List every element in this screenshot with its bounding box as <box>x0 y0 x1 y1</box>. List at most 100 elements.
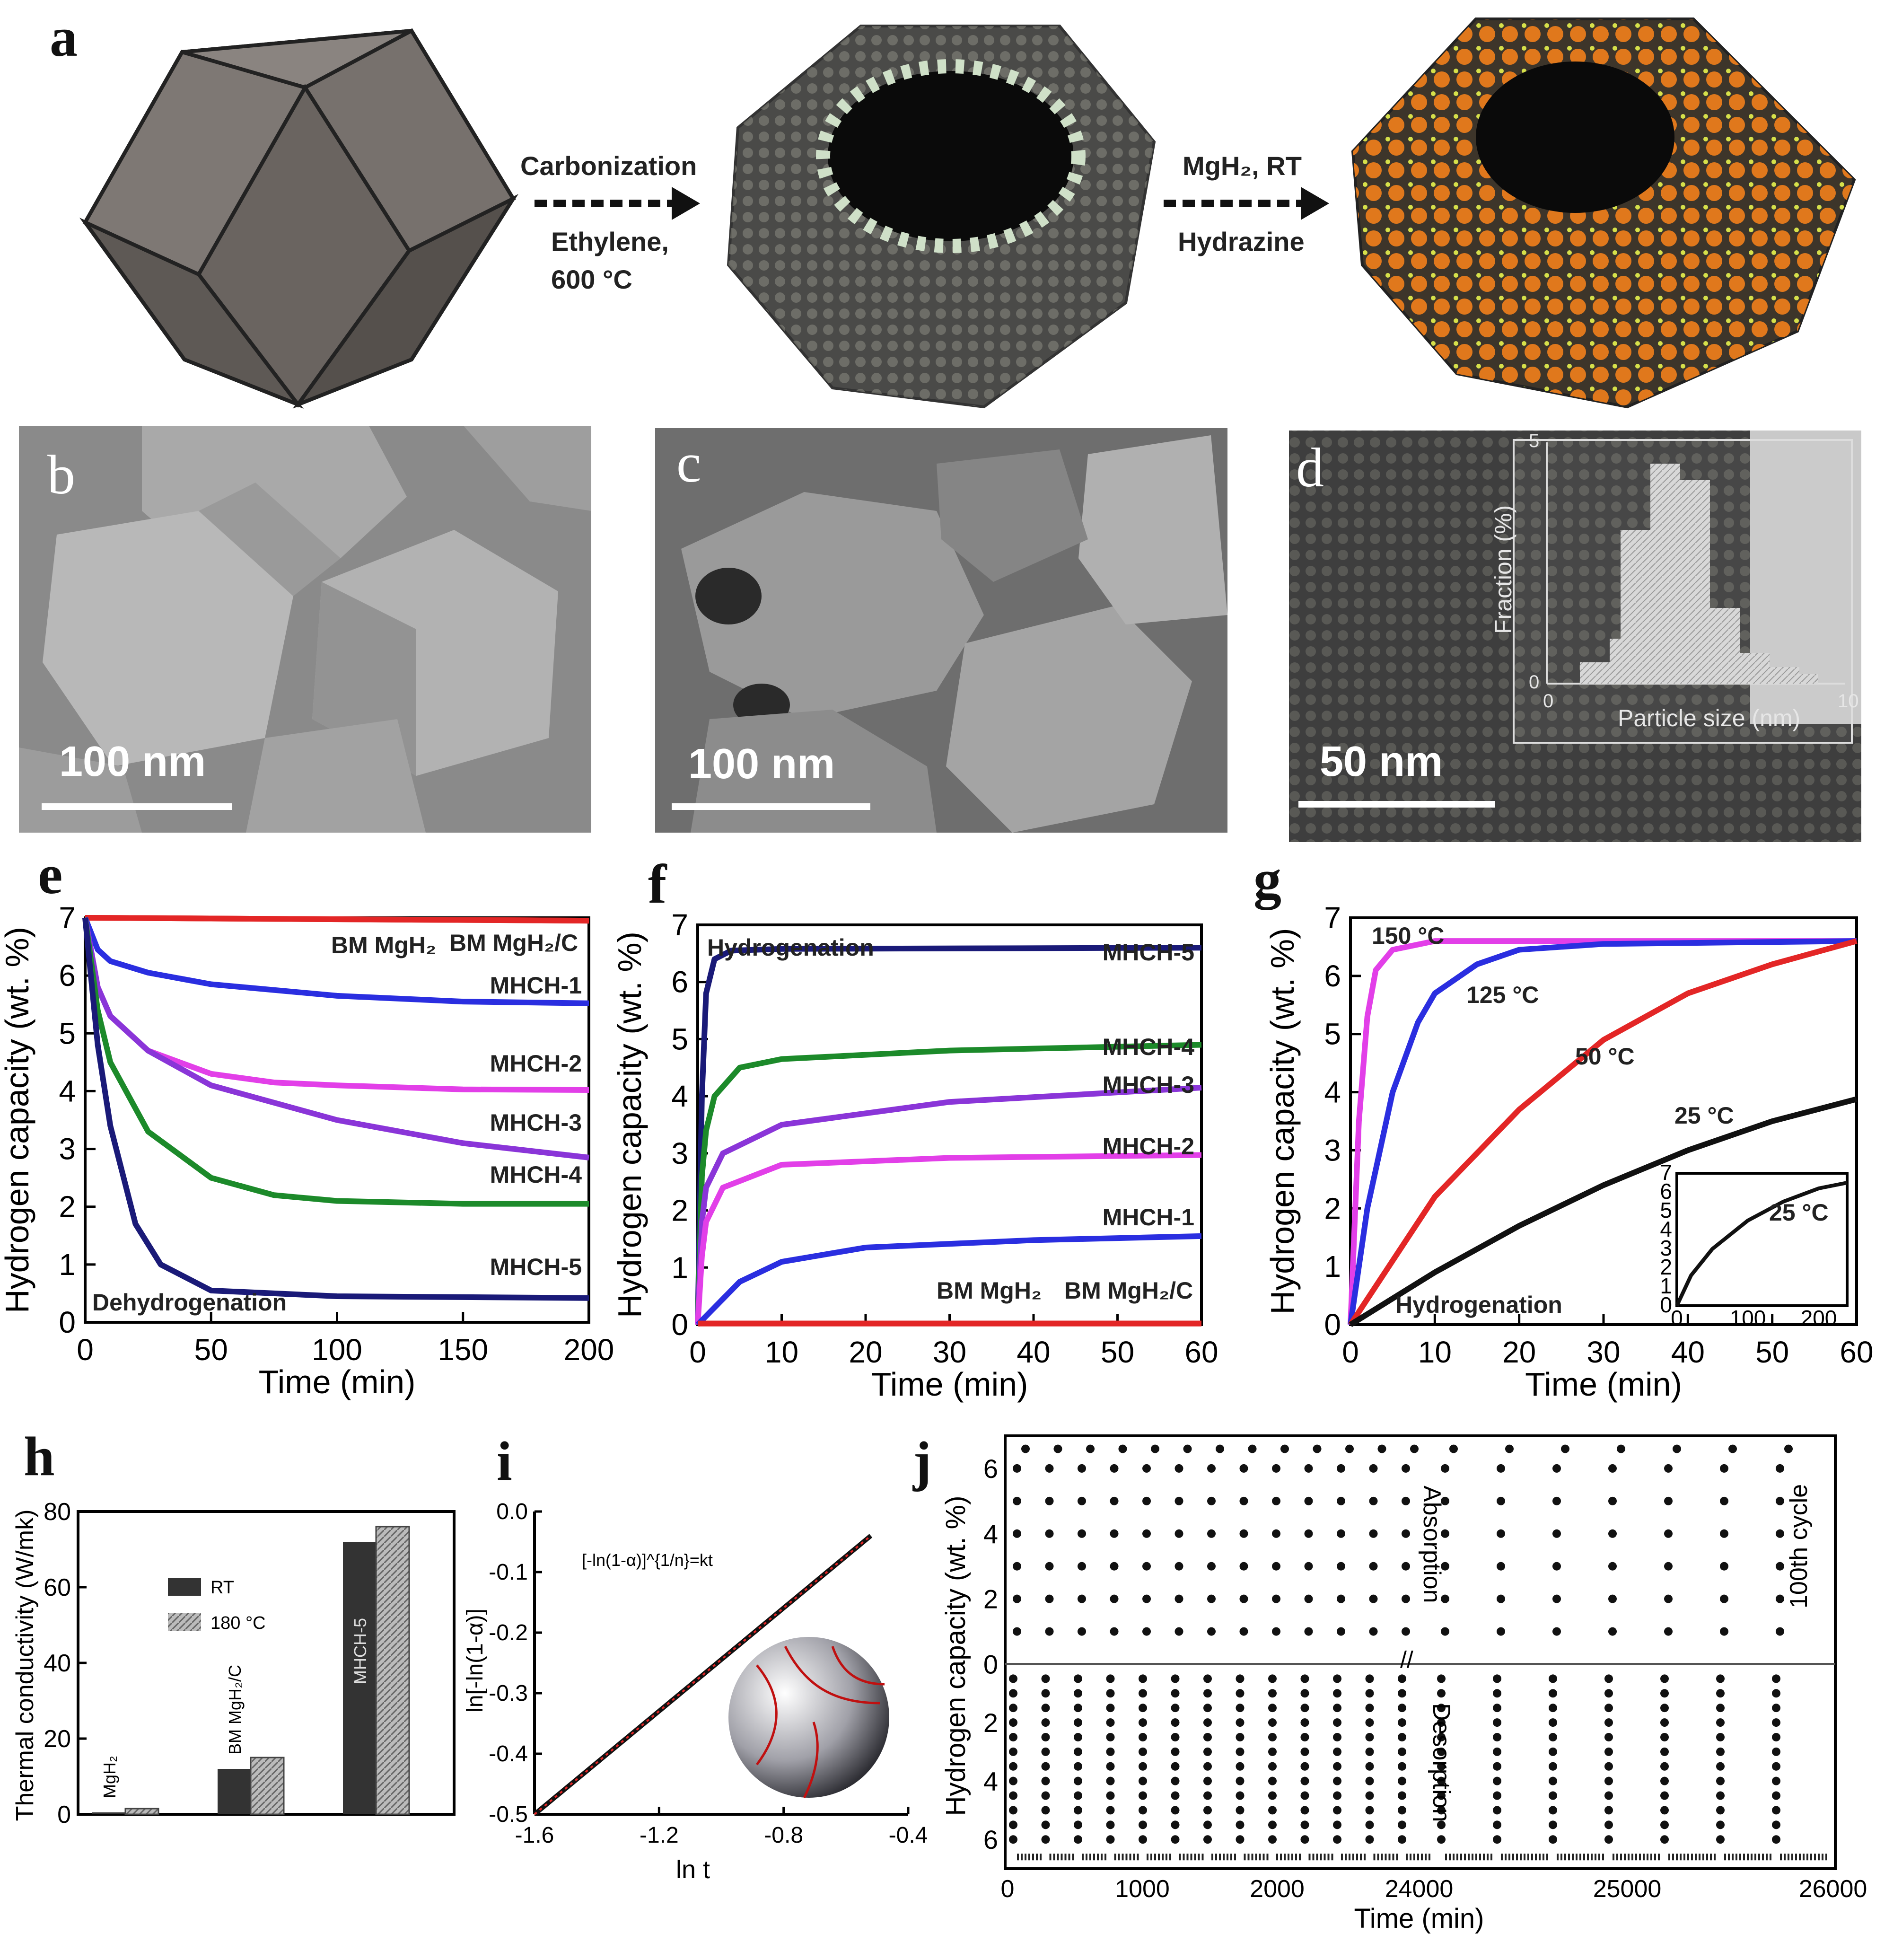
desorption-point <box>1236 1776 1245 1785</box>
desorption-point <box>1106 1732 1115 1741</box>
arrow-carbonization <box>535 187 700 220</box>
cycle <box>1041 1444 1076 1861</box>
absorption-point <box>1142 1464 1151 1473</box>
y-tick-label: -0.2 <box>489 1620 528 1645</box>
absorption-point <box>1045 1562 1054 1571</box>
desorption-point <box>1171 1791 1180 1800</box>
desorption-point <box>1604 1704 1613 1713</box>
chart-f: 0 10 20 30 40 50 60 0 1 2 3 4 5 6 7 Time (min) Hydrogen … <box>611 908 1218 1403</box>
carbon-framework <box>727 25 1156 409</box>
series-label: MHCH-3 <box>1103 1072 1194 1098</box>
absorption-point <box>1207 1562 1216 1571</box>
x-tick-label: 25000 <box>1593 1875 1662 1903</box>
annotation: Hydrogenation <box>1395 1292 1562 1318</box>
y-tick-label: 4 <box>1324 1075 1341 1109</box>
desorption-point <box>1333 1704 1341 1713</box>
desorption-point <box>1398 1674 1406 1683</box>
desorption-point <box>1772 1704 1780 1713</box>
desorption-point <box>1493 1762 1501 1771</box>
desorption-point <box>1398 1806 1406 1815</box>
absorption-point <box>1045 1627 1054 1636</box>
desorption-point <box>1236 1791 1245 1800</box>
desorption-point <box>1772 1674 1780 1683</box>
absorption-point <box>1142 1562 1151 1571</box>
desorption-point <box>1203 1747 1212 1756</box>
desorption-point <box>1041 1835 1050 1844</box>
desorption-point <box>1268 1776 1277 1785</box>
desorption-point <box>1203 1718 1212 1727</box>
chart-e: 0 50 100 150 200 0 1 2 3 4 5 6 7 Time (min) Hydrogen c… <box>0 901 614 1400</box>
desorption-point <box>1074 1762 1082 1771</box>
absorption-point <box>1720 1496 1728 1505</box>
absorption-point <box>1410 1444 1419 1453</box>
desorption-point <box>1300 1732 1309 1741</box>
absorption-point <box>1013 1529 1021 1538</box>
desorption-point <box>1139 1718 1147 1727</box>
series-line <box>1348 938 1857 1325</box>
desorption-point <box>1009 1732 1017 1741</box>
desorption-point <box>1041 1762 1050 1771</box>
y-tick-label: 6 <box>671 965 688 999</box>
absorption-point <box>1304 1464 1313 1473</box>
desorption-point <box>1716 1806 1725 1815</box>
bar-rt <box>218 1769 251 1814</box>
desorption-point <box>1437 1835 1446 1844</box>
x-tick-label: 26000 <box>1799 1875 1867 1903</box>
y-tick-label: 7 <box>671 908 688 942</box>
y-tick-label: 2 <box>983 1584 998 1614</box>
axis-break: // <box>1400 1647 1413 1673</box>
desorption-point <box>1365 1747 1374 1756</box>
desorption-point <box>1009 1791 1017 1800</box>
desorption-point <box>1716 1776 1725 1785</box>
desorption-point <box>1268 1820 1277 1829</box>
desorption-point <box>1074 1718 1082 1727</box>
chart-i: -1.6 -1.2 -0.8 -0.4 0.0 -0.1 -0.2 -0.3 -0.4 -0.5 l… <box>463 1499 928 1884</box>
desorption-point <box>1493 1732 1501 1741</box>
y-tick-label: 5 <box>1324 1017 1341 1051</box>
y-tick-label: 7 <box>59 901 76 935</box>
absorption-point <box>1175 1529 1183 1538</box>
absorption-point <box>1664 1562 1673 1571</box>
absorption-point <box>1497 1529 1505 1538</box>
desorption-point <box>1300 1747 1309 1756</box>
absorption-point <box>1664 1464 1673 1473</box>
inset-x-tick: 0 <box>1671 1306 1683 1330</box>
absorption-point <box>1110 1496 1119 1505</box>
desorption-point <box>1493 1806 1501 1815</box>
desorption-point <box>1398 1689 1406 1698</box>
desorption-point <box>1772 1820 1780 1829</box>
inset-label: 25 °C <box>1769 1199 1829 1226</box>
desorption-point <box>1604 1776 1613 1785</box>
desorption-point <box>1365 1732 1374 1741</box>
desorption-point <box>1300 1806 1309 1815</box>
x-tick-label: -1.6 <box>515 1823 554 1848</box>
desorption-point <box>1549 1674 1557 1683</box>
sem-image-b <box>19 426 591 833</box>
desorption-point <box>1268 1732 1277 1741</box>
absorption-point <box>1402 1464 1410 1473</box>
label-carbonization: Carbonization <box>520 151 697 181</box>
x-tick-label: 1000 <box>1115 1875 1170 1903</box>
absorption-point <box>1776 1562 1784 1571</box>
inset-y-tick: 5 <box>1660 1198 1672 1222</box>
desorption-point <box>1772 1732 1780 1741</box>
desorption-point <box>1300 1762 1309 1771</box>
desorption-point <box>1171 1732 1180 1741</box>
annotation-desorption: Desorption <box>1428 1703 1455 1822</box>
desorption-point <box>1041 1732 1050 1741</box>
y-tick-label: 7 <box>1324 901 1341 935</box>
legend-label-rt: RT <box>210 1578 234 1598</box>
y-tick-label: 6 <box>59 958 76 993</box>
absorption-point <box>1280 1444 1289 1453</box>
desorption-point <box>1604 1674 1613 1683</box>
desorption-point <box>1333 1762 1341 1771</box>
absorption-point <box>1175 1627 1183 1636</box>
desorption-point <box>1398 1791 1406 1800</box>
desorption-point <box>1604 1732 1613 1741</box>
desorption-point <box>1365 1835 1374 1844</box>
absorption-point <box>1045 1496 1054 1505</box>
y-tick-label: 0 <box>59 1305 76 1339</box>
absorption-point <box>1552 1496 1561 1505</box>
x-axis-label: Time (min) <box>259 1363 416 1400</box>
desorption-point <box>1437 1747 1446 1756</box>
